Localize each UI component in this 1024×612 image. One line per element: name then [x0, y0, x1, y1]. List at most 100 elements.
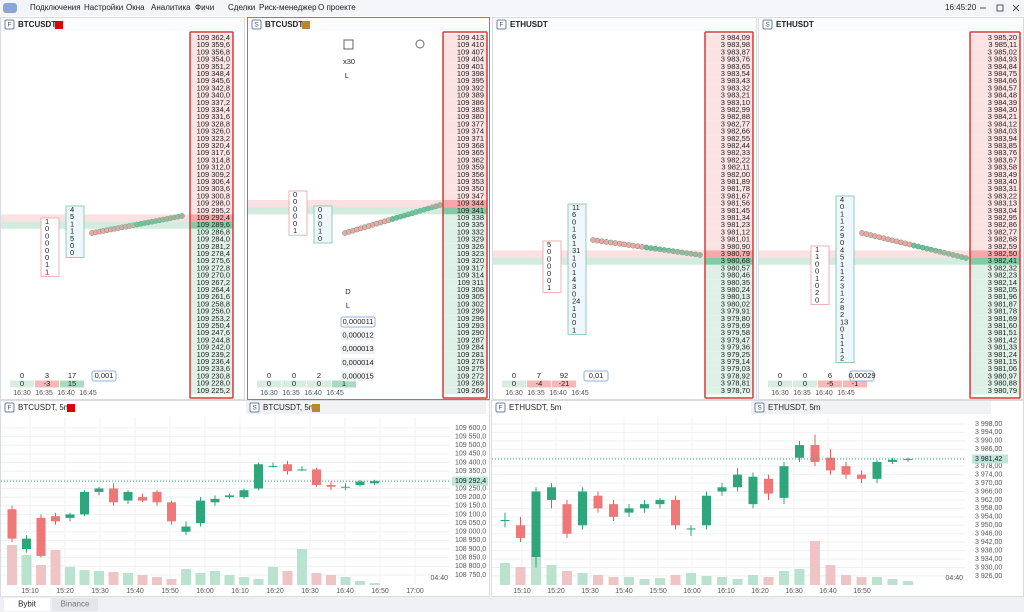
ladder-price: 3 983,49 — [988, 170, 1017, 179]
menu-item[interactable]: Окна — [126, 3, 145, 12]
ladder-row — [190, 372, 233, 380]
lot-button[interactable] — [340, 316, 376, 328]
lot-button[interactable] — [341, 330, 375, 341]
ladder-row — [190, 380, 233, 388]
chart-title[interactable]: BTCUSDT, 5m — [263, 403, 316, 412]
step-input[interactable] — [849, 370, 875, 382]
chart-title[interactable]: BTCUSDT, 5m — [18, 403, 71, 412]
ladder-price: 109 328,8 — [197, 119, 230, 128]
ladder-price: 3 981,06 — [988, 364, 1017, 373]
tool-button[interactable]: D — [345, 287, 351, 296]
ladder-price: 109 312,0 — [197, 163, 230, 172]
candle-body — [297, 469, 307, 471]
ladder-price: 3 979,58 — [721, 328, 750, 337]
x-tick-label: 16:10 — [231, 588, 249, 595]
lot-value[interactable]: 0,000011 — [343, 317, 374, 326]
ladder-price: 109 230,8 — [197, 371, 230, 380]
ladder-row — [190, 192, 233, 200]
ladder-price: 3 980,35 — [721, 278, 750, 287]
lot-value[interactable]: 0,000015 — [342, 371, 373, 380]
ladder-row — [443, 372, 487, 380]
cluster-value: 24 — [572, 297, 580, 306]
settings-icon[interactable] — [415, 39, 425, 49]
lot-button[interactable] — [341, 371, 375, 382]
ladder-price: 3 983,98 — [721, 40, 750, 49]
menu-item[interactable]: Фичи — [195, 3, 214, 12]
volume-bar — [239, 577, 249, 585]
exchange-tab-label[interactable]: Bybit — [18, 600, 37, 609]
tool-button[interactable]: x30 — [343, 57, 355, 66]
cluster-value: 1 — [840, 289, 844, 298]
cluster-value: 0 — [840, 325, 844, 334]
ladder-row — [190, 264, 233, 272]
ladder-price: 109 286,8 — [197, 227, 230, 236]
step-value[interactable]: 0,00029 — [848, 371, 875, 380]
menu-item[interactable]: Подключения — [30, 3, 81, 12]
ladder-price: 109 250,4 — [197, 321, 230, 330]
ladder-price: 3 982,66 — [721, 127, 750, 136]
ladder-price: 3 979,69 — [721, 321, 750, 330]
chart-tab[interactable] — [246, 401, 486, 414]
candle-body — [547, 487, 556, 500]
lot-button[interactable] — [341, 357, 375, 368]
ladder-row — [970, 300, 1020, 308]
menu-item[interactable]: Настройки — [84, 3, 123, 12]
ladder-price: 109 314 — [457, 271, 484, 280]
best-price-band — [1, 214, 190, 222]
time-label: 16:40 — [304, 390, 322, 397]
ladder-price: 3 983,22 — [988, 191, 1017, 200]
volume-bar — [825, 565, 836, 585]
volume-value: 0 — [803, 371, 807, 380]
ladder-price: 109 289,6 — [197, 220, 230, 229]
best-price-band — [759, 250, 970, 258]
candle-body — [640, 504, 649, 509]
volume-bar — [701, 576, 712, 585]
menu-item[interactable]: Сделки — [228, 3, 255, 12]
ladder-price: 3 984,39 — [988, 98, 1017, 107]
badge-box — [754, 402, 765, 413]
chart-tab[interactable] — [751, 401, 991, 414]
tool-button[interactable]: L — [346, 301, 350, 310]
x-tick-label: 16:50 — [371, 588, 389, 595]
chart-title[interactable]: ETHUSDT, 5m — [768, 403, 821, 412]
trade-bubble — [697, 252, 703, 258]
lot-value[interactable]: 0,000013 — [342, 344, 373, 353]
ladder-row — [190, 92, 233, 100]
lot-value[interactable]: 0,000012 — [342, 331, 373, 340]
step-input[interactable] — [91, 370, 117, 382]
ladder-row — [705, 272, 753, 280]
ladder-row — [970, 293, 1020, 301]
menu-item[interactable]: Риск-менеджер — [259, 3, 317, 12]
ladder-row — [970, 164, 1020, 172]
volume-bar — [670, 575, 681, 585]
volume-bar — [123, 573, 133, 585]
volume-bar — [810, 541, 820, 585]
ladder-price: 109 299 — [457, 307, 484, 316]
menu-item[interactable]: Аналитика — [151, 3, 191, 12]
exchange-tab-label[interactable]: Binance — [61, 600, 90, 609]
tool-button[interactable]: L — [345, 71, 349, 80]
chart-tab[interactable] — [1, 401, 241, 414]
ladder-row — [970, 70, 1020, 78]
lot-button[interactable] — [341, 344, 375, 355]
cluster-box — [810, 245, 830, 305]
exchange-badge: F — [8, 405, 12, 412]
ladder-price: 3 982,88 — [721, 112, 750, 121]
lot-value[interactable]: 0,000014 — [342, 358, 373, 367]
step-input[interactable] — [583, 370, 609, 382]
symbol: ETHUSDT — [776, 20, 814, 29]
tool-icon[interactable] — [343, 39, 354, 50]
ladder-row — [970, 142, 1020, 150]
ladder-price: 109 242,0 — [197, 343, 230, 352]
best-price-band — [248, 200, 443, 208]
chart-tab[interactable] — [492, 401, 732, 414]
menu-item[interactable]: О проекте — [318, 3, 356, 12]
exchange-tab[interactable] — [52, 598, 98, 611]
exchange-tab[interactable] — [4, 598, 50, 611]
step-value[interactable]: 0,01 — [589, 371, 604, 380]
step-value[interactable]: 0,001 — [95, 371, 114, 380]
ladder-row — [970, 200, 1020, 208]
cluster-value: 5 — [70, 234, 74, 243]
ladder-row — [190, 113, 233, 121]
chart-title[interactable]: ETHUSDT, 5m — [509, 403, 562, 412]
